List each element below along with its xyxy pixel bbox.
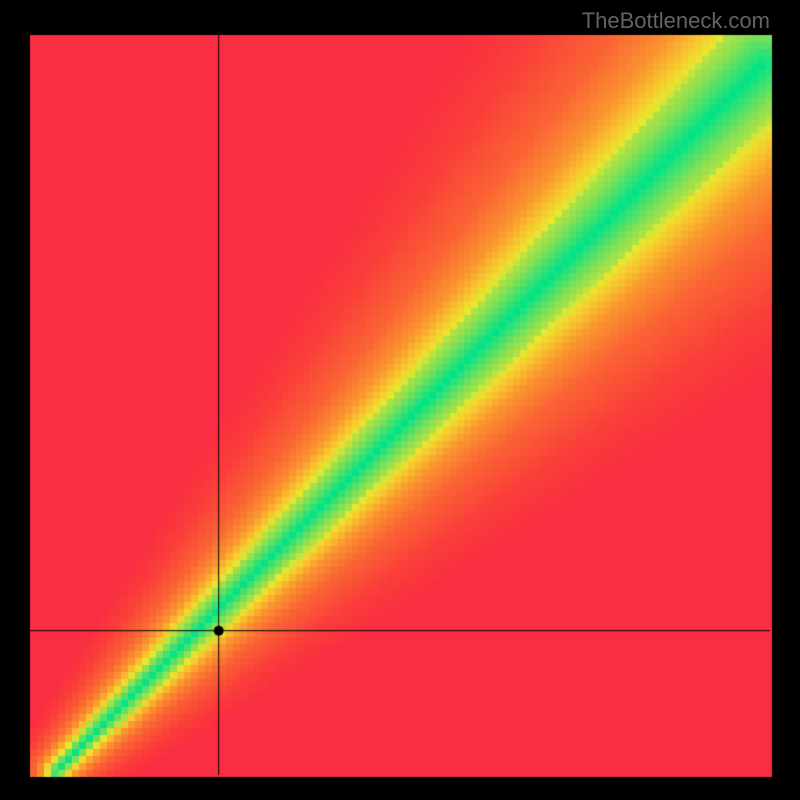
chart-container: TheBottleneck.com — [0, 0, 800, 800]
heatmap-canvas — [0, 0, 800, 800]
watermark-text: TheBottleneck.com — [582, 8, 770, 34]
